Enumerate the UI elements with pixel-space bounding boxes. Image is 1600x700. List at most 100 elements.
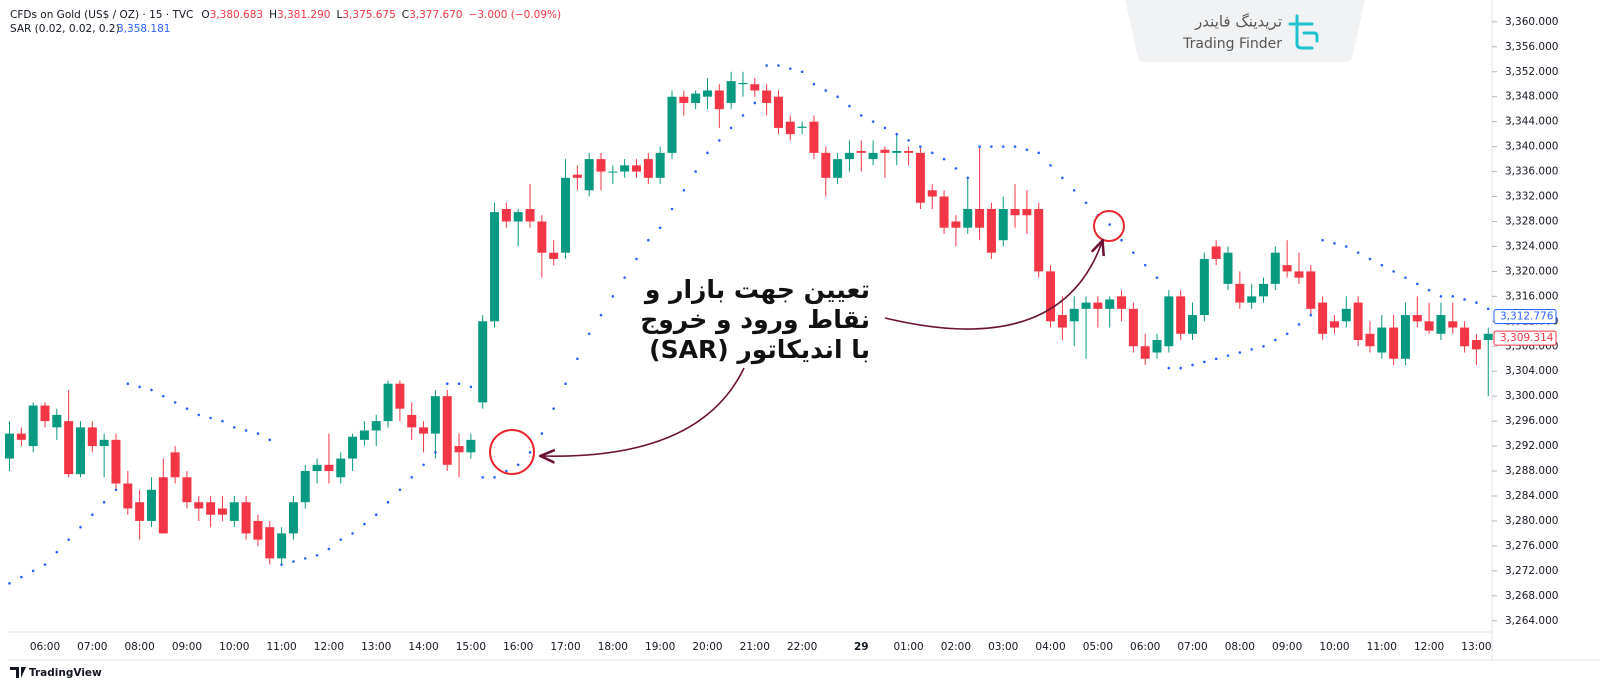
sar-dot <box>895 132 899 136</box>
arrow <box>884 242 1102 330</box>
y-tick-label: 3,328.000 <box>1505 215 1558 227</box>
candle-body <box>986 209 996 253</box>
candle-body <box>762 90 772 103</box>
sar-dot <box>91 513 94 517</box>
sar-dot <box>1167 366 1171 370</box>
sar-dot <box>978 145 981 148</box>
x-tick-label: 08:00 <box>125 641 155 653</box>
candle-body <box>632 165 641 172</box>
sar-dot <box>1439 295 1443 298</box>
candle-body <box>478 321 488 403</box>
candle-body <box>773 96 783 128</box>
candle-body <box>1105 299 1115 309</box>
candle-body <box>1057 315 1067 328</box>
x-tick-label: 17:00 <box>550 641 580 653</box>
sar-dot <box>694 170 697 173</box>
sar-dot <box>1226 354 1230 357</box>
x-tick-label: 04:00 <box>1035 641 1065 653</box>
candle-body <box>87 427 97 447</box>
sar-dot <box>363 522 366 526</box>
candle-body <box>170 452 180 478</box>
candle-body <box>880 149 890 153</box>
candle-body <box>111 439 121 484</box>
sar-dot <box>871 120 875 123</box>
sar-dot <box>55 550 59 554</box>
sar-dot <box>221 419 224 423</box>
candle-body <box>584 159 594 191</box>
candle-body <box>1128 308 1138 347</box>
candle-body <box>643 159 653 178</box>
candle-body <box>868 152 878 160</box>
x-tick-label: 18:00 <box>598 641 628 653</box>
sar-dot <box>114 488 118 492</box>
change: −3.000 (−0.09%) <box>469 9 562 21</box>
tradingview-logo <box>10 667 26 678</box>
candle-body <box>821 152 831 178</box>
sar-dot <box>528 451 532 454</box>
quote-value: 3,377.670 <box>409 9 462 21</box>
plot-area: 3,264.000 3,268.000 3,272.000 3,276.000 3,28… <box>5 16 1558 653</box>
sar-dot <box>706 151 709 155</box>
candle-body <box>797 126 807 128</box>
sar-dot <box>1309 313 1313 317</box>
candle-body <box>726 81 736 103</box>
y-tick-label: 3,344.000 <box>1505 116 1558 128</box>
quote-value: 3,375.675 <box>342 9 395 21</box>
candle-body <box>1377 327 1387 353</box>
highlight-circle <box>1093 210 1125 242</box>
sar-dot <box>907 139 910 142</box>
candle-body <box>1223 252 1233 284</box>
candle-body <box>454 446 464 453</box>
sar-dot <box>79 525 82 529</box>
logo-panel <box>1125 0 1365 62</box>
sar-dot <box>1084 201 1088 205</box>
candle-body <box>620 165 630 172</box>
sar-dot <box>647 238 650 242</box>
sar-dot <box>197 413 201 417</box>
sar-dot <box>1368 257 1372 261</box>
sar-dot <box>848 104 851 108</box>
x-tick-label: 22:00 <box>787 641 817 653</box>
sar-dot <box>824 89 828 92</box>
candle-body <box>1188 315 1198 334</box>
sar-dot <box>670 207 674 211</box>
indicator-name: SAR (0.02, 0.02, 0.2) <box>10 23 120 35</box>
sar-dot <box>1037 151 1041 155</box>
sar-dot <box>1475 301 1478 304</box>
y-tick-label: 3,320.000 <box>1505 265 1558 277</box>
candle-body <box>1235 283 1245 303</box>
x-tick-label: 10:00 <box>1319 641 1349 653</box>
sar-dot <box>682 188 686 192</box>
candle-body <box>123 483 133 509</box>
sar-dot <box>765 64 768 67</box>
candle-body <box>525 209 535 222</box>
sar-dot <box>1463 298 1466 301</box>
annotation-line: تعیین جهت بازار و <box>643 275 870 305</box>
y-tick-label: 3,340.000 <box>1505 141 1558 153</box>
y-tick-label: 3,272.000 <box>1505 565 1558 577</box>
candle-body <box>1081 302 1091 309</box>
sar-dot <box>1132 251 1135 254</box>
x-tick-label: 10:00 <box>219 641 249 653</box>
candle-body <box>655 152 665 178</box>
candle-body <box>16 433 26 440</box>
y-tick-label: 3,296.000 <box>1505 415 1558 427</box>
sar-dot <box>351 532 354 535</box>
candle-body <box>750 84 760 91</box>
sar-dot <box>552 407 555 410</box>
y-tick-label: 3,324.000 <box>1505 240 1558 252</box>
candle-body <box>1270 252 1280 284</box>
sar-dot <box>1143 263 1147 267</box>
sar-dot <box>67 538 70 541</box>
candle-body <box>1010 209 1020 216</box>
candle-body <box>1353 302 1363 341</box>
sar-dot <box>516 463 520 467</box>
y-tick-label: 3,304.000 <box>1505 365 1558 377</box>
sar-dot <box>422 463 425 467</box>
sar-dot <box>1108 223 1111 226</box>
sar-dot <box>1345 245 1348 248</box>
sar-dot <box>232 426 236 429</box>
quote-key: C <box>402 9 409 21</box>
x-tick-label: 29 <box>854 641 869 653</box>
